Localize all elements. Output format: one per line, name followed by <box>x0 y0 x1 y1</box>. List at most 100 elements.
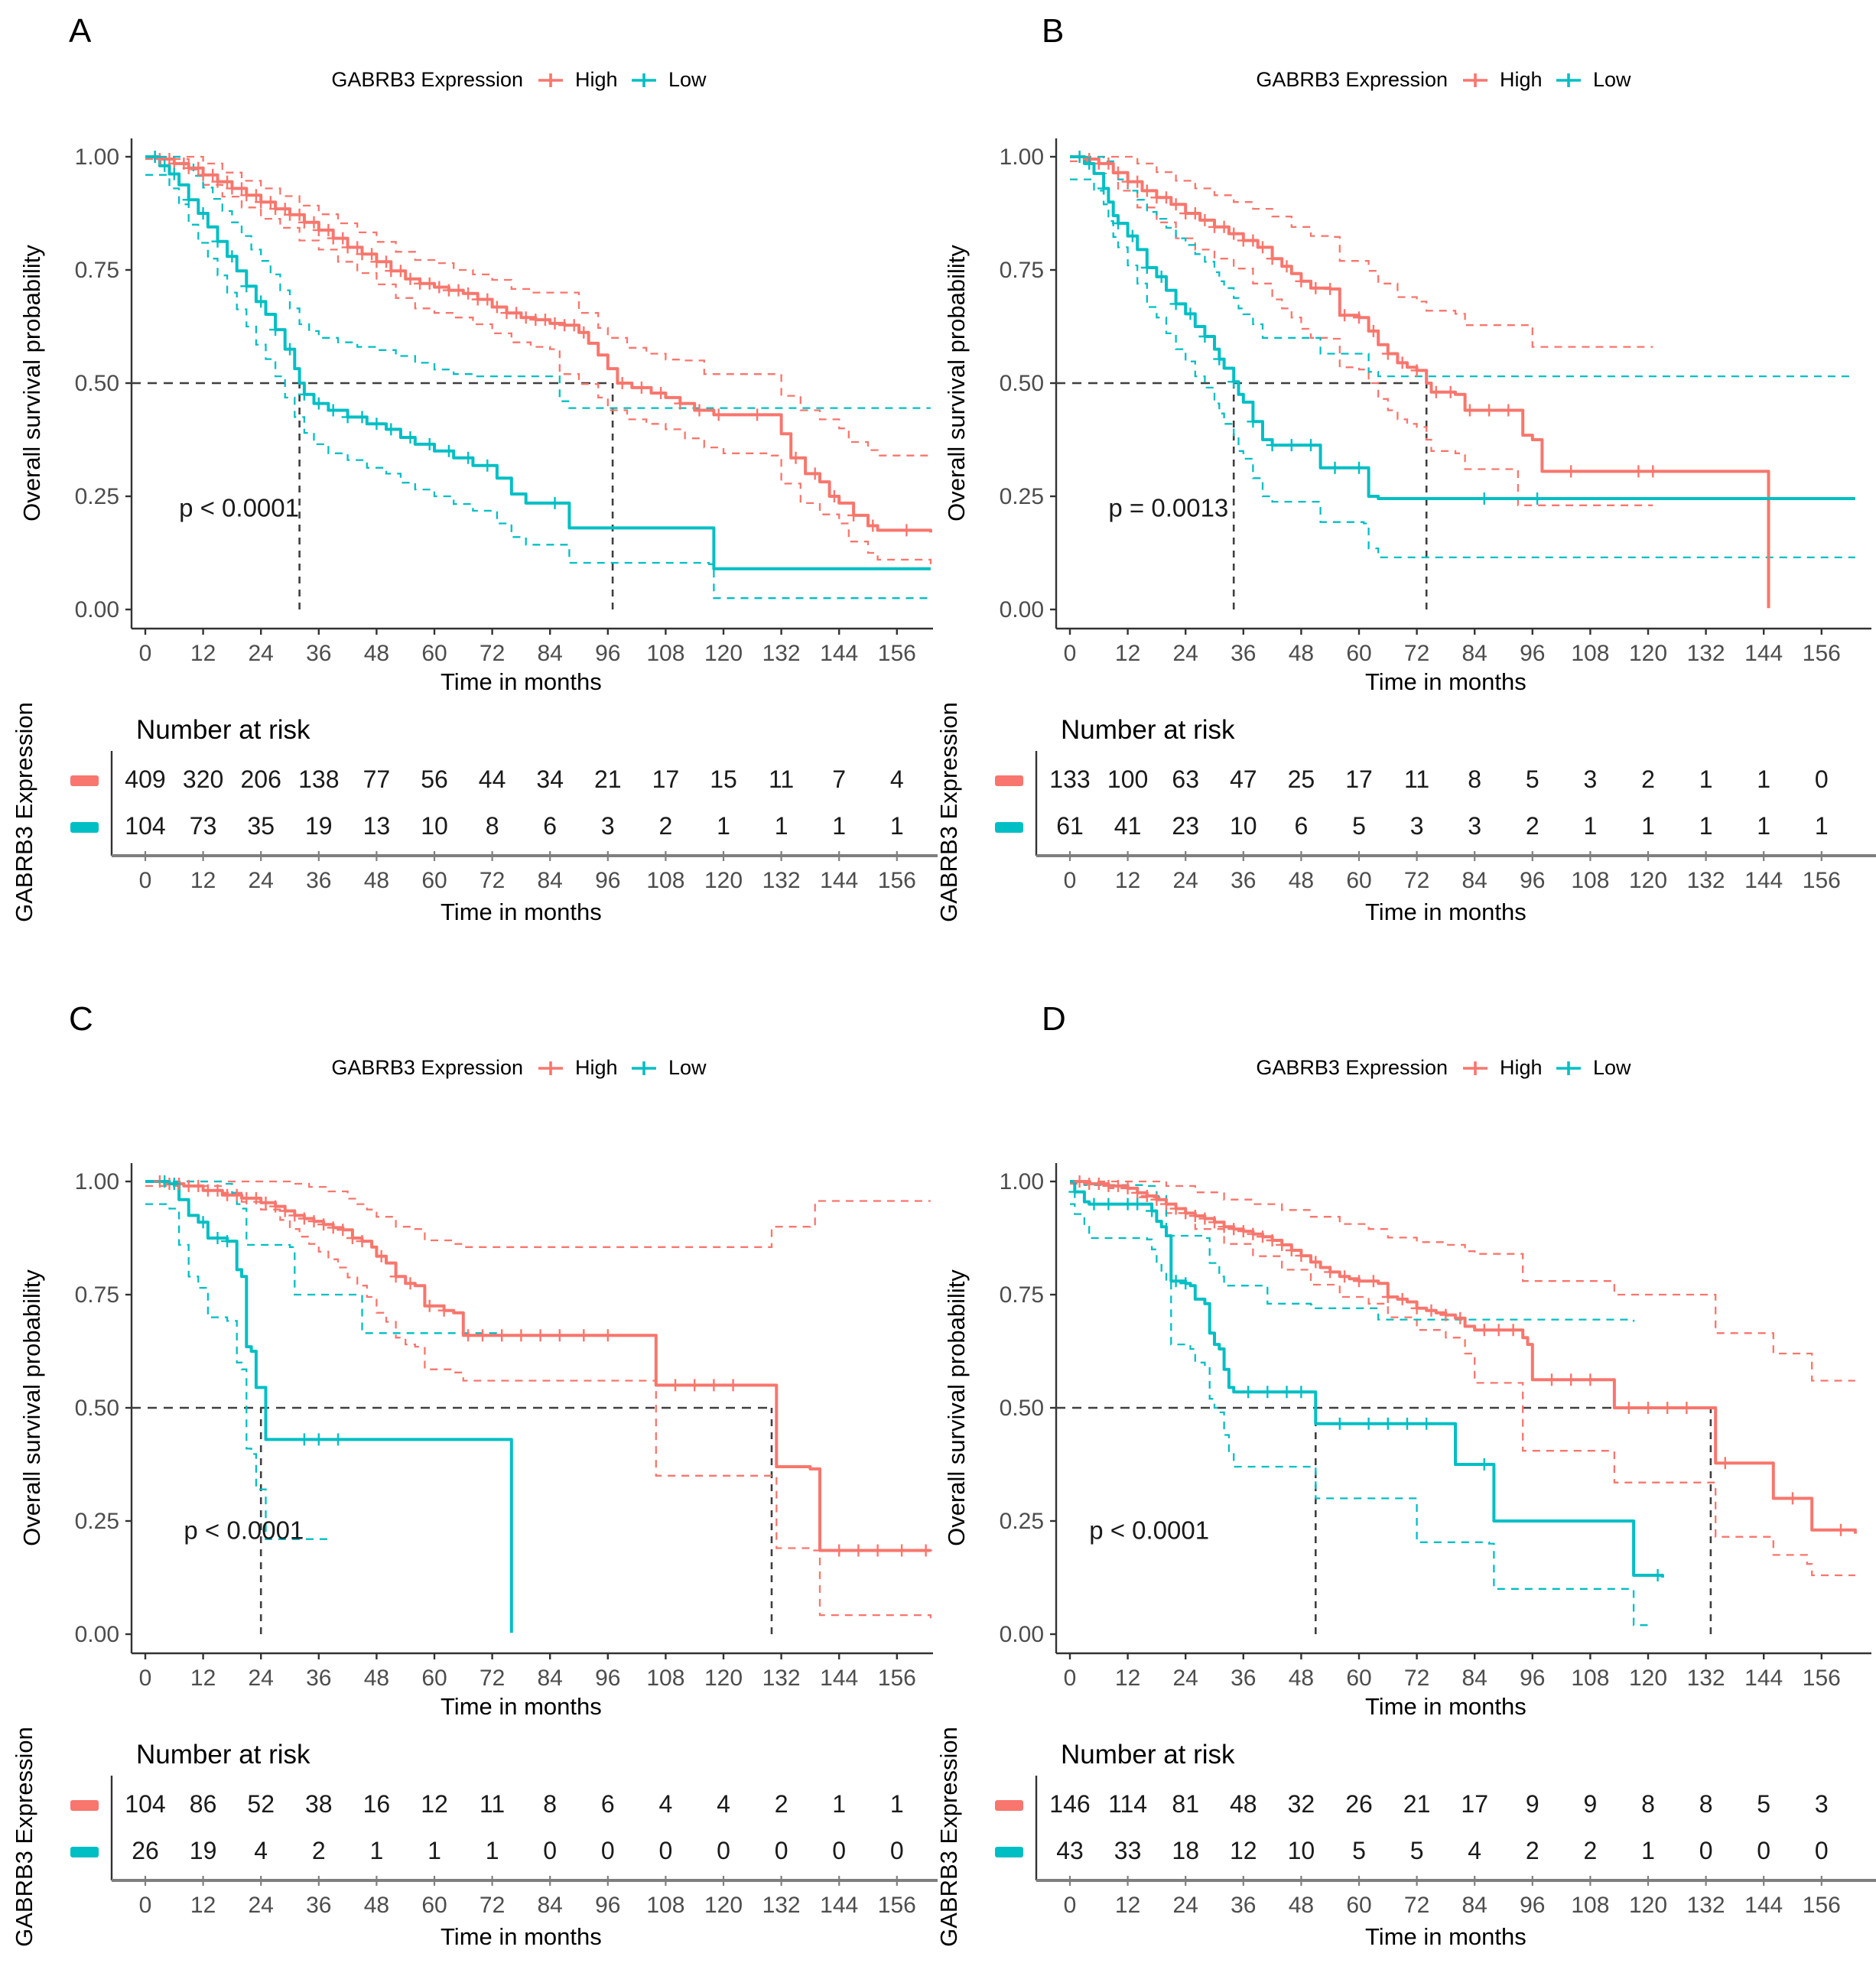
risk-x-tick-label: 132 <box>762 1893 801 1918</box>
risk-count: 21 <box>1403 1790 1431 1818</box>
risk-count: 86 <box>190 1790 217 1818</box>
x-tick-label: 144 <box>1744 1666 1783 1691</box>
risk-count: 0 <box>659 1837 673 1864</box>
x-tick-label: 144 <box>820 1666 858 1691</box>
risk-row-swatch <box>70 822 99 833</box>
risk-count: 1 <box>428 1837 441 1864</box>
risk-count: 26 <box>132 1837 159 1864</box>
risk-count: 1 <box>1699 765 1713 793</box>
risk-count: 81 <box>1172 1790 1199 1818</box>
risk-x-tick-label: 60 <box>421 1893 447 1918</box>
risk-count: 320 <box>183 765 223 793</box>
x-tick-label: 36 <box>306 1666 331 1691</box>
risk-count: 21 <box>594 765 622 793</box>
risk-x-tick-label: 24 <box>1173 1893 1198 1918</box>
risk-x-tick-label: 48 <box>364 1893 389 1918</box>
risk-row-low: 104 73 35 19 13 10 8 6 3 2 1 1 1 1 <box>70 812 904 840</box>
risk-x-tick-label: 120 <box>704 868 743 893</box>
risk-count: 0 <box>1815 765 1829 793</box>
risk-x-tick-label: 72 <box>480 868 505 893</box>
risk-count: 104 <box>125 1790 165 1818</box>
panel-B: B GABRB3 Expression High Low 1.00 0.75 0.50 0.2… <box>935 0 1876 988</box>
x-tick-label: 108 <box>1571 1666 1609 1691</box>
high-survival-curve <box>1070 1180 1857 1534</box>
legend-item-high: High <box>538 1056 618 1079</box>
risk-count: 6 <box>543 812 557 840</box>
panel-D: D GABRB3 Expression High Low 1.00 0.75 0.50 0.2… <box>935 988 1876 1976</box>
risk-count: 12 <box>1230 1837 1257 1864</box>
risk-count: 8 <box>543 1790 557 1818</box>
risk-x-tick-label: 0 <box>139 868 152 893</box>
x-tick-label: 36 <box>1231 1666 1256 1691</box>
y-tick-label: 0.75 <box>1000 258 1044 283</box>
high-censor-marks <box>1073 1175 1847 1536</box>
high-censor-marks <box>153 1175 932 1557</box>
high-survival-curve <box>145 155 932 533</box>
risk-x-tick-label: 108 <box>1571 868 1609 893</box>
median-reference-lines <box>1056 1406 1712 1634</box>
x-tick-label: 60 <box>421 1666 447 1691</box>
low-censor-marks <box>1073 151 1544 505</box>
risk-x-tick-label: 60 <box>421 868 447 893</box>
risk-count: 10 <box>1288 1837 1315 1864</box>
x-axis-title: Time in months <box>1365 668 1526 695</box>
x-tick-label: 60 <box>1346 1666 1371 1691</box>
low-censor-marks <box>1068 1185 1664 1581</box>
risk-table-ylabel: GABRB3 Expression <box>11 702 37 922</box>
x-tick-label: 0 <box>1064 1666 1077 1691</box>
low-censor-marks <box>158 1175 344 1446</box>
risk-count: 1 <box>832 1790 846 1818</box>
risk-x-tick-label: 84 <box>1462 868 1487 893</box>
y-tick-label: 1.00 <box>1000 1169 1044 1194</box>
risk-count: 1 <box>1641 812 1655 840</box>
y-tick-label: 0.25 <box>1000 1509 1044 1534</box>
p-value-text: p < 0.0001 <box>179 494 299 522</box>
risk-count: 17 <box>1345 765 1373 793</box>
y-tick-label: 0.50 <box>1000 1396 1044 1421</box>
x-tick-label: 144 <box>1744 641 1783 666</box>
y-tick-label: 1.00 <box>1000 145 1044 170</box>
risk-count: 9 <box>1526 1790 1539 1818</box>
risk-count: 73 <box>190 812 217 840</box>
x-tick-label: 72 <box>1404 1666 1429 1691</box>
x-tick-label: 24 <box>1173 1666 1198 1691</box>
y-tick-label: 0.50 <box>75 371 119 396</box>
risk-x-tick-label: 156 <box>1803 1893 1841 1918</box>
risk-x-tick-label: 156 <box>1803 868 1841 893</box>
median-reference-lines <box>132 1406 773 1634</box>
risk-row-high: 133 100 63 47 25 17 11 8 5 3 2 1 1 0 <box>995 765 1829 793</box>
risk-x-tick-label: 144 <box>1744 1893 1783 1918</box>
x-tick-label: 48 <box>364 641 389 666</box>
risk-count: 1 <box>890 1790 904 1818</box>
risk-x-tick-label: 60 <box>1346 868 1371 893</box>
plot-axes: 1.00 0.75 0.50 0.25 0.00 0 12 24 36 48 60 72 84 96 108… <box>75 1163 933 1691</box>
x-tick-label: 132 <box>762 1666 801 1691</box>
legend-label: Low <box>1593 1056 1631 1079</box>
risk-table-title: Number at risk <box>136 1740 310 1770</box>
risk-count: 4 <box>659 1790 673 1818</box>
km-plot-D: D GABRB3 Expression High Low 1.00 0.75 0.50 0.2… <box>935 1000 1876 1950</box>
legend-plus-icon <box>1463 73 1487 87</box>
risk-x-tick-label: 132 <box>1687 868 1725 893</box>
panel-letter: C <box>69 1000 93 1038</box>
risk-count: 4 <box>254 1837 268 1864</box>
x-tick-label: 96 <box>1520 1666 1545 1691</box>
risk-count: 1 <box>1584 812 1598 840</box>
risk-count: 146 <box>1049 1790 1090 1818</box>
x-tick-label: 24 <box>249 641 274 666</box>
risk-count: 3 <box>1410 812 1424 840</box>
risk-x-tick-label: 96 <box>1520 1893 1545 1918</box>
y-tick-label: 0.25 <box>75 484 119 509</box>
risk-count: 34 <box>536 765 564 793</box>
high-lower-ci-curve <box>145 1185 932 1619</box>
y-tick-label: 0.00 <box>75 597 119 622</box>
plot-axes: 1.00 0.75 0.50 0.25 0.00 0 12 24 36 48 60 72 84 96 108… <box>75 138 933 666</box>
risk-count: 32 <box>1288 1790 1315 1818</box>
risk-count: 10 <box>1230 812 1257 840</box>
risk-x-tick-label: 36 <box>1231 1893 1256 1918</box>
risk-x-tick-label: 72 <box>1404 1893 1429 1918</box>
risk-count: 56 <box>421 765 448 793</box>
risk-table-ylabel: GABRB3 Expression <box>11 1727 37 1947</box>
